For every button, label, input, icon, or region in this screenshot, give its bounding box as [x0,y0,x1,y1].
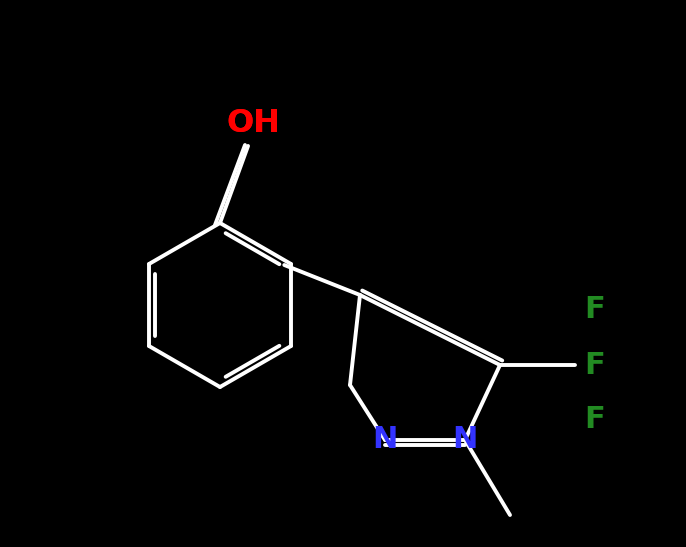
Text: OH: OH [226,108,280,138]
Text: F: F [584,351,605,380]
Text: OH: OH [226,108,280,139]
Text: N: N [372,426,398,455]
Text: F: F [584,405,605,434]
Text: F: F [584,295,605,324]
Text: N: N [452,426,477,455]
